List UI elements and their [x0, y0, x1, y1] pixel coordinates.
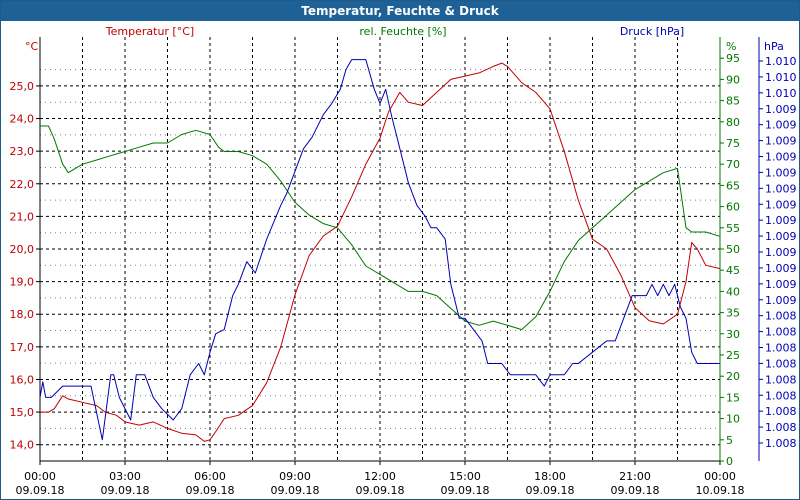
humidity-tick-label: 65	[726, 179, 740, 192]
temperature-tick-label: 19,0	[10, 276, 35, 289]
temperature-tick-label: 14,0	[10, 439, 35, 452]
pressure-axis-title: Druck [hPa]	[620, 25, 684, 38]
humidity-tick-label: 85	[726, 95, 740, 108]
pressure-tick-label: 1.008	[765, 389, 797, 402]
temperature-tick-label: 23,0	[10, 145, 35, 158]
humidity-tick-label: 40	[726, 285, 740, 298]
pressure-tick-label: 1.008	[765, 405, 797, 418]
date-tick-label: 09.09.18	[186, 484, 235, 497]
pressure-tick-label: 1.010	[765, 71, 797, 84]
date-tick-label: 09.09.18	[356, 484, 405, 497]
temperature-tick-label: 24,0	[10, 113, 35, 126]
series-layer	[39, 59, 721, 442]
humidity-tick-label: 35	[726, 307, 740, 320]
pressure-tick-label: 1.009	[765, 230, 797, 243]
pressure-tick-label: 1.008	[765, 373, 797, 386]
time-tick-label: 06:00	[194, 470, 226, 483]
temperature-tick-label: 20,0	[10, 243, 35, 256]
pressure-tick-label: 1.010	[765, 87, 797, 100]
pressure-line	[39, 59, 720, 441]
time-tick-label: 12:00	[364, 470, 396, 483]
pressure-tick-label: 1.008	[765, 437, 797, 450]
time-tick-label: 18:00	[534, 470, 566, 483]
humidity-tick-label: 75	[726, 137, 740, 150]
date-tick-label: 09.09.18	[271, 484, 320, 497]
temperature-tick-label: 16,0	[10, 373, 35, 386]
temperature-unit-label: °C	[25, 40, 39, 53]
pressure-tick-label: 1.009	[765, 182, 797, 195]
time-tick-label: 00:00	[24, 470, 56, 483]
time-tick-label: 15:00	[449, 470, 481, 483]
temperature-tick-label: 17,0	[10, 341, 35, 354]
pressure-tick-label: 1.009	[765, 294, 797, 307]
humidity-tick-label: 45	[726, 264, 740, 277]
humidity-tick-label: 70	[726, 158, 740, 171]
temperature-tick-label: 18,0	[10, 308, 35, 321]
date-tick-label: 09.09.18	[101, 484, 150, 497]
pressure-tick-label: 1.009	[765, 198, 797, 211]
time-tick-label: 00:00	[704, 470, 736, 483]
pressure-tick-label: 1.010	[765, 55, 797, 68]
humidity-tick-label: 10	[726, 413, 740, 426]
pressure-tick-label: 1.009	[765, 278, 797, 291]
temperature-tick-label: 25,0	[10, 80, 35, 93]
time-tick-label: 03:00	[109, 470, 141, 483]
pressure-tick-label: 1.009	[765, 119, 797, 132]
humidity-tick-label: 15	[726, 391, 740, 404]
humidity-axis-title: rel. Feuchte [%]	[359, 25, 446, 38]
date-tick-label: 09.09.18	[441, 484, 490, 497]
pressure-tick-label: 1.008	[765, 357, 797, 370]
pressure-tick-label: 1.009	[765, 103, 797, 116]
temperature-tick-label: 15,0	[10, 406, 35, 419]
pressure-tick-label: 1.009	[765, 214, 797, 227]
humidity-tick-label: 20	[726, 370, 740, 383]
time-tick-label: 21:00	[619, 470, 651, 483]
humidity-tick-label: 80	[726, 116, 740, 129]
humidity-tick-label: 60	[726, 201, 740, 214]
humidity-unit-label: %	[726, 40, 736, 53]
pressure-unit-label: hPa	[764, 40, 784, 53]
pressure-tick-label: 1.009	[765, 135, 797, 148]
pressure-tick-label: 1.009	[765, 151, 797, 164]
date-tick-label: 09.09.18	[526, 484, 575, 497]
date-tick-label: 09.09.18	[16, 484, 65, 497]
pressure-tick-label: 1.008	[765, 326, 797, 339]
grid	[39, 37, 721, 461]
pressure-tick-label: 1.009	[765, 262, 797, 275]
pressure-tick-label: 1.008	[765, 421, 797, 434]
humidity-tick-label: 90	[726, 73, 740, 86]
pressure-tick-label: 1.008	[765, 342, 797, 355]
humidity-tick-label: 50	[726, 243, 740, 256]
labels: 14,0 15,0 16,0 17,0 18,0 19,0 20,0 21,0 22,0 23,0…	[10, 25, 797, 497]
humidity-tick-label: 95	[726, 52, 740, 65]
humidity-tick-label: 30	[726, 328, 740, 341]
temperature-axis-title: Temperatur [°C]	[105, 25, 194, 38]
pressure-tick-label: 1.009	[765, 246, 797, 259]
humidity-tick-label: 55	[726, 222, 740, 235]
date-tick-label: 09.09.18	[611, 484, 660, 497]
humidity-tick-label: 5	[726, 434, 733, 447]
pressure-tick-label: 1.008	[765, 310, 797, 323]
axes	[36, 37, 763, 465]
humidity-tick-label: 25	[726, 349, 740, 362]
temperature-line	[40, 62, 721, 442]
window-title: Temperatur, Feuchte & Druck	[1, 1, 799, 21]
temperature-tick-label: 21,0	[10, 210, 35, 223]
temperature-tick-label: 22,0	[10, 178, 35, 191]
time-tick-label: 09:00	[279, 470, 311, 483]
pressure-tick-label: 1.009	[765, 166, 797, 179]
date-tick-label: 10.09.18	[696, 484, 745, 497]
humidity-tick-label: 0	[726, 455, 733, 468]
humidity-line	[40, 125, 721, 331]
